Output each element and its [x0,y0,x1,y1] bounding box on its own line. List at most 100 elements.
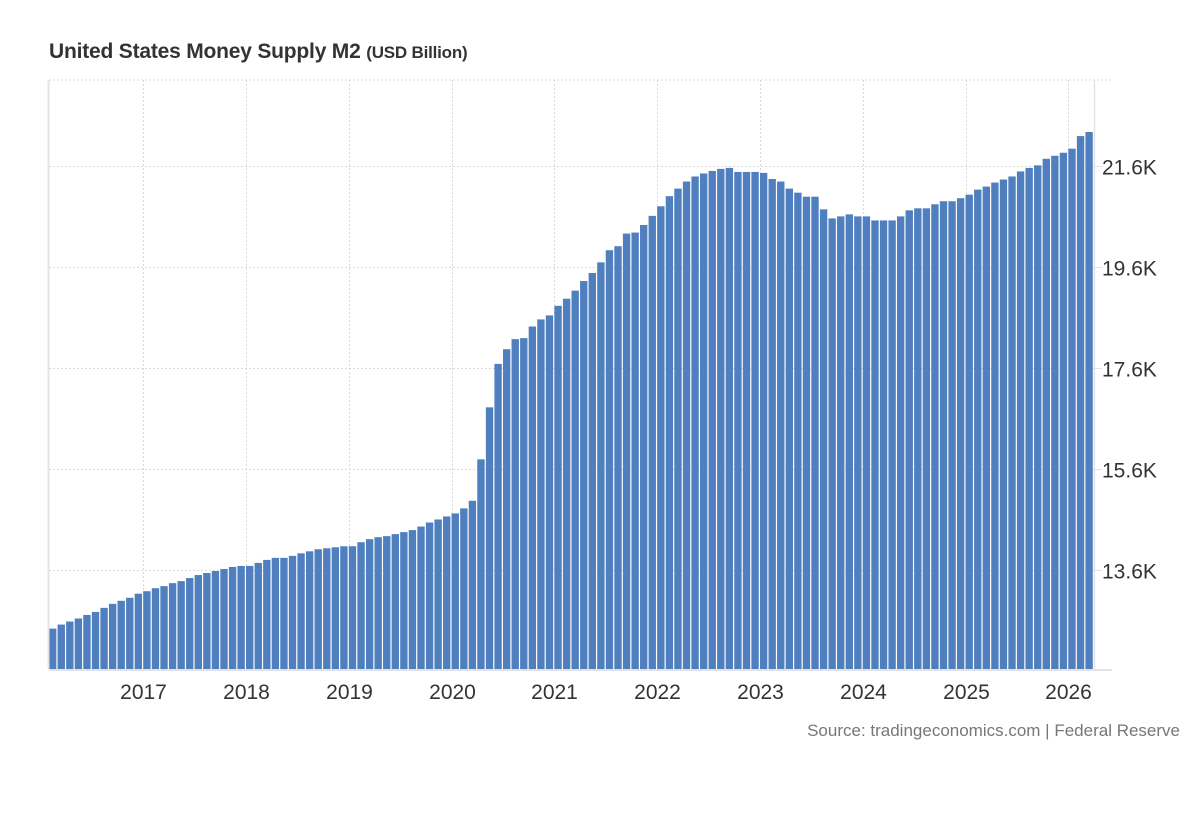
bar [811,196,819,669]
bar [400,532,408,669]
bar [485,407,494,669]
bar [143,591,151,669]
bar [554,305,562,669]
bar [648,215,656,669]
bar [828,218,836,669]
x-tick-label: 2019 [326,681,373,704]
x-tick-label: 2023 [737,681,784,704]
bar [314,549,322,669]
bar [186,578,194,669]
bar [117,600,125,669]
label-layer: 13.6K 15.6K 17.6K 19.6K 21.6K 2017 2018 2019 202… [120,157,1157,705]
bar [862,216,871,669]
bar [502,349,511,669]
bar [357,542,365,669]
bar [305,551,314,669]
bar [965,194,973,670]
y-tick-label: 13.6K [1102,561,1157,584]
bar [562,298,571,669]
bar [100,607,108,669]
bar [1051,155,1059,669]
bar [777,181,785,669]
bar [819,209,828,669]
bar [168,583,177,669]
bar [434,519,442,669]
bar [160,586,168,669]
y-tick-label: 19.6K [1102,258,1157,281]
bar [802,196,811,669]
chart-title-text: United States Money Supply M2 [49,40,361,63]
bar [537,319,545,669]
chart-title: United States Money Supply M2 (USD Billi… [49,40,468,64]
bar [717,168,725,669]
bar [751,171,759,669]
bar [246,565,254,669]
bar [974,189,982,669]
bar [331,547,340,669]
bar [494,363,502,669]
bar [254,562,262,669]
bar [228,566,237,669]
bar-layer [49,132,1093,670]
x-tick-label: 2022 [634,681,681,704]
bar [203,573,211,669]
x-tick-label: 2018 [223,681,270,704]
bar [460,508,468,669]
bar [734,171,742,669]
bar [374,537,382,669]
bar [348,546,357,669]
x-tick-label: 2021 [531,681,578,704]
bar [665,196,674,669]
bar [57,624,65,669]
bar [699,173,708,669]
bar [768,179,776,669]
bar [1042,158,1050,670]
bar [468,500,477,669]
bar [742,171,751,669]
bar [1016,171,1025,669]
source-credit: Source: tradingeconomics.com | Federal R… [807,721,1180,740]
axis-layer [47,80,1112,671]
bar [614,246,622,669]
bar [605,250,614,670]
bar [1059,152,1068,670]
bar [571,290,579,669]
bar [194,575,202,669]
bar [271,557,280,669]
bar [511,339,519,669]
bar [365,539,374,669]
x-tick-label: 2020 [429,681,476,704]
bar [948,201,956,670]
bar [108,603,117,669]
bar [383,536,391,669]
bar [83,614,91,669]
bar [297,553,305,669]
bar [91,611,100,669]
bar [66,621,74,669]
bar [914,208,922,669]
bar [956,198,965,669]
bar [425,522,434,669]
x-tick-label: 2024 [840,681,887,704]
bar [477,459,485,669]
bar [280,557,288,669]
bar [177,581,185,669]
bar [682,181,691,669]
bar [1085,132,1093,669]
bar [999,179,1008,669]
y-tick-label: 17.6K [1102,359,1157,382]
bar [1008,176,1016,670]
bar [674,188,682,670]
bar [391,534,399,669]
bar [922,208,931,669]
bar [854,216,862,669]
bar [905,210,913,669]
bar [708,170,716,669]
bar [520,338,528,669]
bar [408,530,417,669]
chart-unit: (USD Billion) [366,43,468,62]
bar [879,220,888,669]
bar [622,233,631,669]
bar [657,206,665,670]
